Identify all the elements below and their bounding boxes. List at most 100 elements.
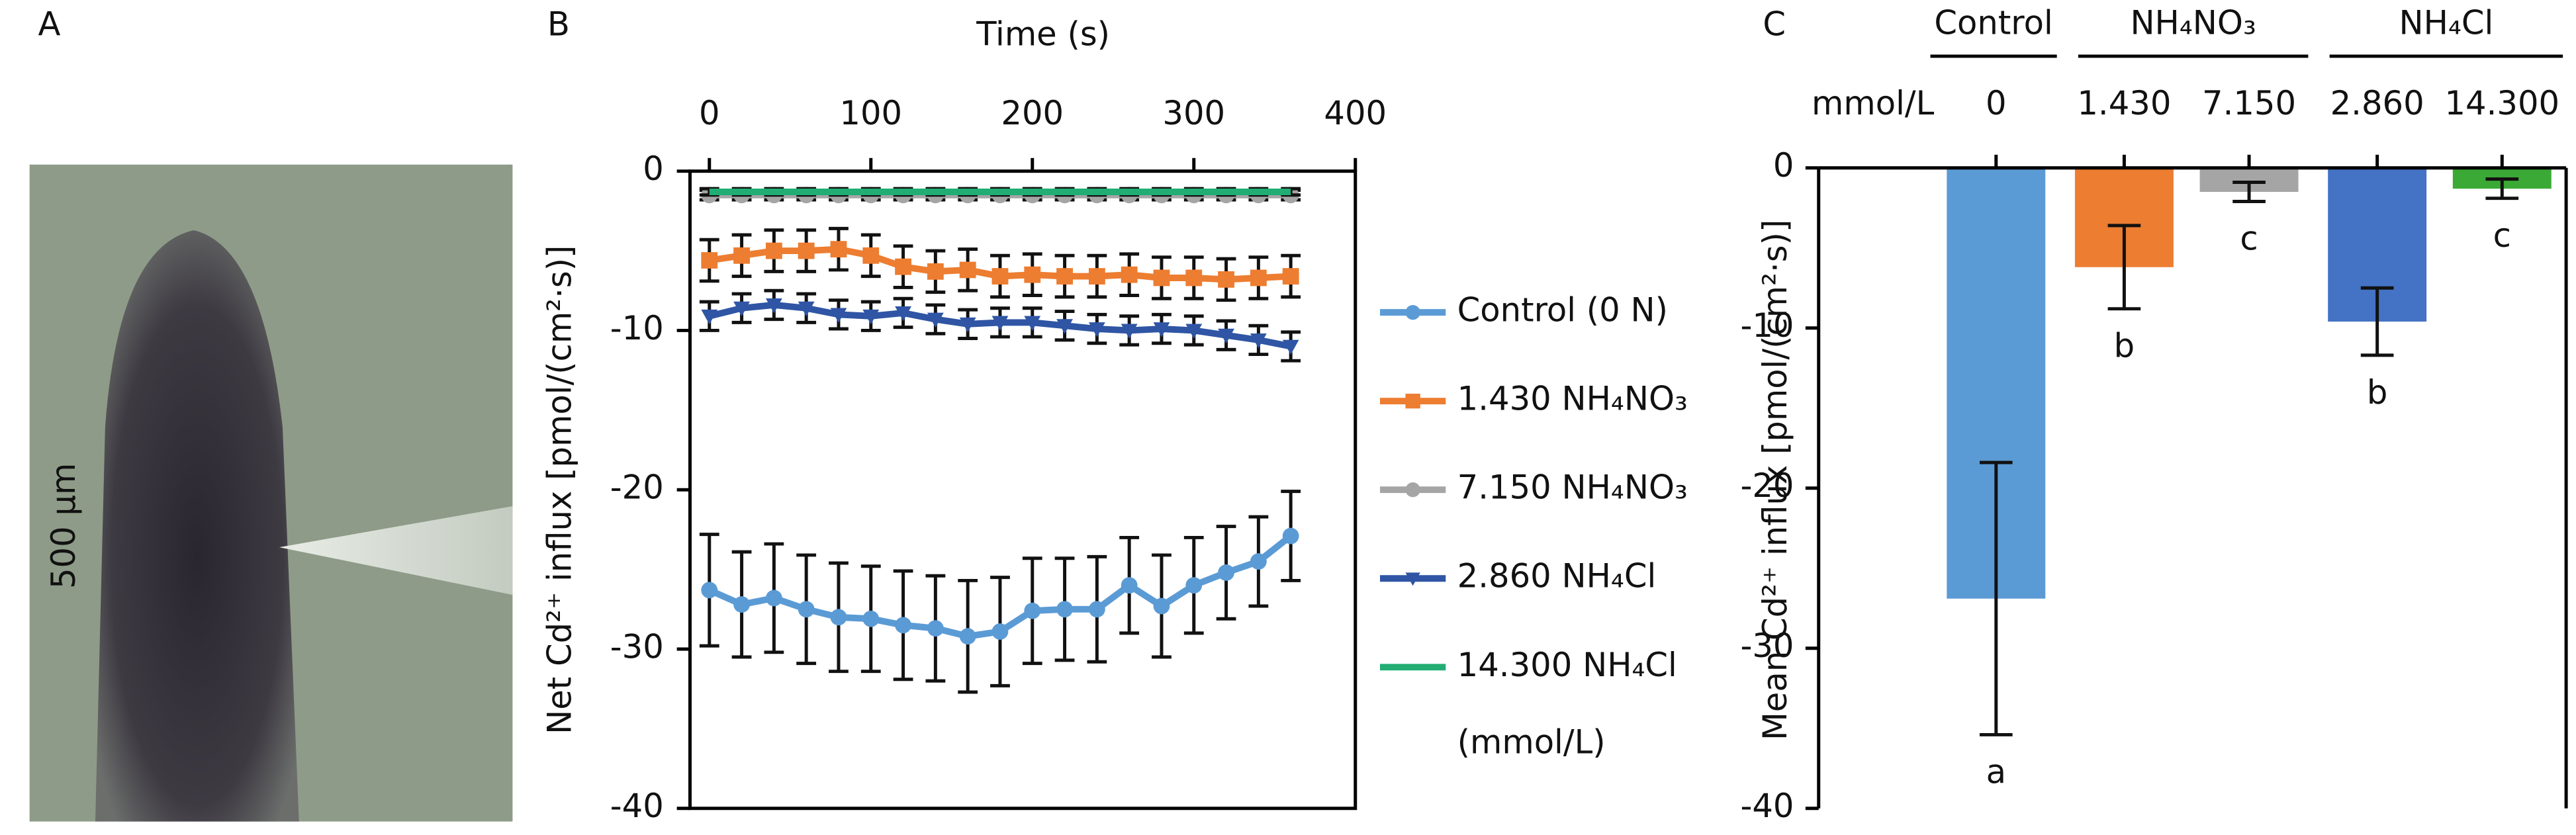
marker xyxy=(798,242,815,259)
x-tick-label: 2.860 xyxy=(2330,84,2424,122)
x-tick-label: 0 xyxy=(1986,84,2007,122)
y-tick-label: -10 xyxy=(1740,306,1794,345)
legend-label: Control (0 N) xyxy=(1457,291,1668,330)
marker xyxy=(991,623,1009,640)
marker xyxy=(798,601,815,618)
marker xyxy=(1185,269,1203,286)
marker xyxy=(1218,271,1234,288)
marker xyxy=(1121,577,1138,594)
marker xyxy=(991,268,1009,285)
y-tick-label: 0 xyxy=(1773,146,1794,185)
legend-label: 2.860 NH₄Cl xyxy=(1457,557,1657,595)
legend-label: 1.430 NH₄NO₃ xyxy=(1457,380,1688,418)
y-axis-title: Net Cd²⁺ influx [pmol/(cm²·s)] xyxy=(540,245,578,734)
marker xyxy=(1282,339,1299,355)
marker xyxy=(830,241,847,258)
marker xyxy=(1250,269,1267,286)
significance-letter: a xyxy=(1986,752,2006,791)
significance-letter: b xyxy=(2114,327,2135,365)
x-tick-label: 300 xyxy=(1162,94,1225,132)
x-tick-label: 0 xyxy=(699,94,720,132)
y-tick-label: -20 xyxy=(610,468,664,507)
marker xyxy=(1185,577,1203,594)
marker xyxy=(1405,482,1420,498)
marker xyxy=(733,247,750,264)
marker xyxy=(1056,268,1073,285)
y-tick-label: -30 xyxy=(1740,627,1794,665)
marker xyxy=(927,620,944,637)
marker xyxy=(862,309,880,325)
marker xyxy=(1282,527,1299,545)
marker xyxy=(991,316,1009,331)
legend-label: 7.150 NH₄NO₃ xyxy=(1457,468,1688,507)
marker xyxy=(862,247,880,264)
marker xyxy=(701,309,718,325)
marker xyxy=(1153,269,1170,286)
group-label: Control xyxy=(1934,3,2052,42)
marker xyxy=(1250,333,1267,349)
marker xyxy=(1056,601,1073,618)
marker xyxy=(1405,572,1420,586)
error-bar xyxy=(2232,181,2266,204)
significance-letter: c xyxy=(2493,216,2511,255)
y-tick-label: -40 xyxy=(610,787,664,825)
marker xyxy=(1088,268,1105,285)
marker xyxy=(733,596,750,613)
x-tick-label: 1.430 xyxy=(2077,84,2171,122)
marker xyxy=(1024,266,1041,283)
marker xyxy=(1024,602,1041,619)
marker xyxy=(959,628,976,645)
root xyxy=(95,230,299,822)
panel-label: B xyxy=(547,5,570,44)
marker xyxy=(1153,597,1170,615)
marker xyxy=(959,261,976,279)
marker xyxy=(895,617,911,634)
marker xyxy=(1056,319,1073,334)
error-bar xyxy=(2485,177,2519,200)
error-bar xyxy=(1979,461,2013,736)
marker xyxy=(701,582,718,599)
plot-frame xyxy=(688,169,1357,811)
marker xyxy=(830,308,847,323)
marker xyxy=(1024,316,1041,331)
x-tick-label: 100 xyxy=(839,94,902,132)
y-tick-label: -30 xyxy=(610,627,664,666)
significance-letter: c xyxy=(2240,220,2258,258)
y-tick-label: -10 xyxy=(610,309,664,347)
group-label: NH₄NO₃ xyxy=(2130,3,2256,42)
marker xyxy=(701,252,718,269)
microelectrode xyxy=(279,506,513,595)
y-tick-label: -20 xyxy=(1740,466,1794,505)
marker xyxy=(1405,394,1420,409)
marker xyxy=(765,590,782,607)
marker xyxy=(798,301,815,317)
marker xyxy=(895,258,911,275)
marker xyxy=(830,609,847,626)
marker xyxy=(927,312,944,328)
y-axis-title: Mean Cd²⁺ influx [pmol/(cm²·s)] xyxy=(1756,220,1794,740)
x-tick-label: 14.300 xyxy=(2444,84,2559,122)
unit-label: mmol/L xyxy=(1812,84,1935,122)
panel-label: A xyxy=(38,5,60,44)
y-tick-label: 0 xyxy=(643,150,664,188)
marker xyxy=(733,301,750,317)
marker xyxy=(895,306,911,322)
x-tick-label: 400 xyxy=(1324,94,1387,132)
group-label: NH₄Cl xyxy=(2399,3,2494,42)
significance-letter: b xyxy=(2367,373,2388,412)
marker xyxy=(1153,322,1170,337)
marker xyxy=(1121,266,1138,283)
marker xyxy=(1218,328,1234,344)
marker xyxy=(1185,324,1203,339)
error-bar xyxy=(2107,224,2141,311)
error-bar xyxy=(2360,286,2394,357)
x-tick-label: 200 xyxy=(1001,94,1064,132)
x-axis-title: Time (s) xyxy=(976,15,1110,54)
marker xyxy=(1250,553,1267,570)
x-tick-label: 7.150 xyxy=(2202,84,2296,122)
marker xyxy=(1121,324,1138,339)
legend-label: 14.300 NH₄Cl xyxy=(1457,646,1677,684)
marker xyxy=(927,263,944,280)
